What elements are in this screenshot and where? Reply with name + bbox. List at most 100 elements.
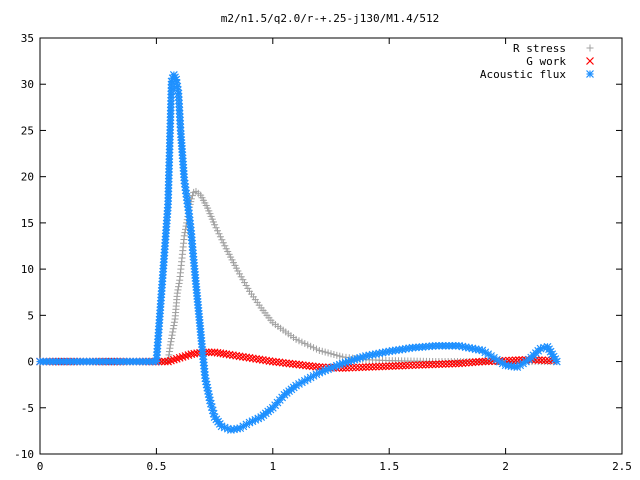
data-point <box>336 352 344 360</box>
data-point <box>327 350 335 358</box>
data-point <box>361 363 370 372</box>
data-point <box>541 356 550 365</box>
y-tick-label: -5 <box>21 402 34 415</box>
data-point <box>445 359 453 368</box>
data-point <box>168 331 176 339</box>
data-point <box>169 325 177 333</box>
data-point-d2 <box>548 350 557 359</box>
y-tick-label: 20 <box>21 171 34 184</box>
data-point-d2 <box>458 342 467 351</box>
data-point <box>324 349 332 357</box>
data-point <box>415 361 424 369</box>
data-point-d2 <box>405 361 414 370</box>
data-point-d2 <box>481 348 490 357</box>
data-point <box>395 361 404 370</box>
data-point <box>302 361 310 370</box>
data-point-d2 <box>411 361 420 370</box>
y-tick-label: -10 <box>14 448 34 461</box>
data-point-d2 <box>206 399 215 408</box>
data-point <box>237 273 245 281</box>
data-point-d2 <box>262 356 271 365</box>
data-point <box>408 361 417 370</box>
data-point-d2 <box>365 363 374 371</box>
data-point <box>458 359 467 368</box>
data-point-d2 <box>203 383 212 392</box>
data-point-d2 <box>204 390 213 398</box>
data-point <box>214 227 222 235</box>
data-point <box>278 358 287 367</box>
data-point <box>425 360 434 369</box>
data-point <box>295 360 304 369</box>
data-point <box>405 361 414 370</box>
data-point-d2 <box>292 360 301 369</box>
data-point-d2 <box>435 360 444 369</box>
series-layer <box>36 71 561 434</box>
data-point <box>365 363 374 371</box>
data-point <box>345 363 354 372</box>
data-point-d2 <box>475 357 483 366</box>
data-point <box>381 362 390 371</box>
data-point <box>170 322 178 330</box>
data-point <box>391 361 400 370</box>
data-point-d2 <box>465 343 473 352</box>
data-point <box>388 362 397 370</box>
x-tick-label: 2.5 <box>612 460 632 473</box>
data-point-d2 <box>551 355 560 364</box>
data-point-d2 <box>202 377 210 386</box>
chart-title: m2/n1.5/q2.0/r-+.25-j130/M1.4/512 <box>221 12 440 25</box>
data-point-d2 <box>544 356 553 365</box>
data-point-d2 <box>355 363 364 372</box>
data-point-d2 <box>217 422 226 431</box>
data-point <box>282 359 291 368</box>
data-point <box>375 362 384 371</box>
data-point-d2 <box>505 356 513 365</box>
x-tick-label: 0.5 <box>146 460 166 473</box>
data-point-d2 <box>220 423 229 432</box>
y-tick-label: 5 <box>27 309 34 322</box>
data-point-d2 <box>219 349 228 358</box>
data-point <box>308 362 317 371</box>
data-point-d2 <box>498 359 507 368</box>
data-point-d2 <box>222 350 231 359</box>
data-point <box>166 341 174 349</box>
data-point <box>174 286 182 294</box>
legend-label-g-work: G work <box>526 55 566 68</box>
x-axis: 0 0.5 1 1.5 2 2.5 <box>37 38 632 473</box>
data-point <box>312 362 320 371</box>
data-point-d2 <box>395 361 404 370</box>
data-point <box>244 284 252 292</box>
data-point <box>378 362 387 371</box>
data-point-d2 <box>193 349 202 358</box>
data-point-d2 <box>187 350 196 359</box>
data-point-d2 <box>288 360 297 368</box>
data-point-d2 <box>408 361 417 370</box>
data-point <box>275 358 284 367</box>
data-point-d2 <box>461 343 470 352</box>
data-point <box>355 363 364 372</box>
data-point-d2 <box>438 360 447 368</box>
data-point <box>475 357 483 366</box>
data-point-d2 <box>208 406 217 415</box>
data-point-d2 <box>545 345 553 354</box>
data-point-d2 <box>428 360 437 369</box>
data-point <box>358 363 367 372</box>
data-point <box>168 334 176 342</box>
data-point-d2 <box>190 349 199 358</box>
data-point <box>385 362 394 371</box>
data-point-d2 <box>206 396 214 405</box>
legend-marker-acoustic-flux <box>586 70 594 78</box>
data-point-d2 <box>401 361 410 370</box>
x-tick-label: 2 <box>502 460 509 473</box>
data-point-d2 <box>471 345 480 354</box>
x-tick-label: 1 <box>269 460 276 473</box>
data-point <box>300 376 309 385</box>
data-point <box>216 233 224 241</box>
data-point <box>312 345 320 353</box>
data-point-d2 <box>468 344 477 353</box>
data-point-d2 <box>368 362 377 371</box>
legend-marker-acoustic-flux-d2 <box>586 70 594 78</box>
data-point <box>315 346 323 354</box>
y-tick-label: 30 <box>21 78 34 91</box>
data-point-d2 <box>225 350 234 359</box>
data-point <box>352 363 360 372</box>
